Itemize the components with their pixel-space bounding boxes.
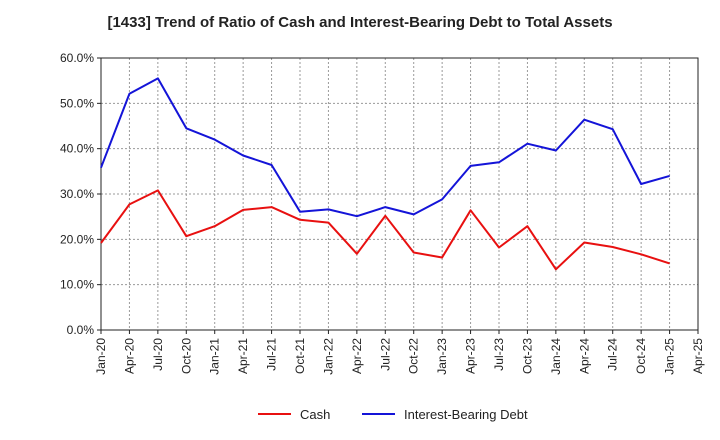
- series-lines: [100, 77, 670, 271]
- grid-lines: [101, 58, 698, 330]
- x-tick-label: Jan-24: [549, 338, 563, 375]
- x-tick-label: Oct-20: [179, 338, 193, 374]
- chart-title: [1433] Trend of Ratio of Cash and Intere…: [107, 14, 613, 31]
- series-line-cash: [100, 189, 670, 271]
- x-tick-label: Jul-20: [151, 338, 165, 371]
- x-tick-label: Jul-22: [378, 338, 392, 371]
- x-tick-label: Oct-23: [520, 338, 534, 374]
- y-tick-label: 30.0%: [60, 187, 94, 201]
- x-tick-label: Jul-21: [265, 338, 279, 371]
- x-tick-label: Apr-20: [122, 338, 136, 374]
- y-tick-label: 40.0%: [60, 142, 94, 156]
- x-tick-label: Jan-21: [208, 338, 222, 375]
- y-tick-label: 60.0%: [60, 51, 94, 65]
- y-tick-label: 20.0%: [60, 232, 94, 246]
- x-tick-label: Jul-23: [492, 338, 506, 371]
- legend-label: Cash: [300, 407, 330, 422]
- series-line-interest-bearing-debt: [100, 77, 670, 218]
- x-tick-label: Jan-20: [94, 338, 108, 375]
- x-tick-label: Apr-24: [577, 338, 591, 374]
- x-tick-label: Oct-21: [293, 338, 307, 374]
- x-tick-label: Oct-22: [407, 338, 421, 374]
- x-tick-label: Jan-23: [435, 338, 449, 375]
- y-tick-label: 10.0%: [60, 278, 94, 292]
- x-tick-label: Jul-24: [606, 338, 620, 371]
- x-tick-label: Jan-25: [663, 338, 677, 375]
- legend: Cash Interest-Bearing Debt: [258, 407, 528, 422]
- x-tick-label: Apr-21: [236, 338, 250, 374]
- x-tick-label: Jan-22: [321, 338, 335, 375]
- axis-ticks: Jan-20 Apr-20 Jul-20 Oct-20 Jan-21 Apr-21 Jul-…: [60, 51, 705, 375]
- legend-label: Interest-Bearing Debt: [404, 407, 528, 422]
- x-tick-label: Oct-24: [634, 338, 648, 374]
- y-tick-label: 0.0%: [67, 323, 95, 337]
- x-tick-label: Apr-23: [464, 338, 478, 374]
- x-tick-label: Apr-25: [691, 338, 705, 374]
- x-tick-label: Apr-22: [350, 338, 364, 374]
- y-tick-label: 50.0%: [60, 96, 94, 110]
